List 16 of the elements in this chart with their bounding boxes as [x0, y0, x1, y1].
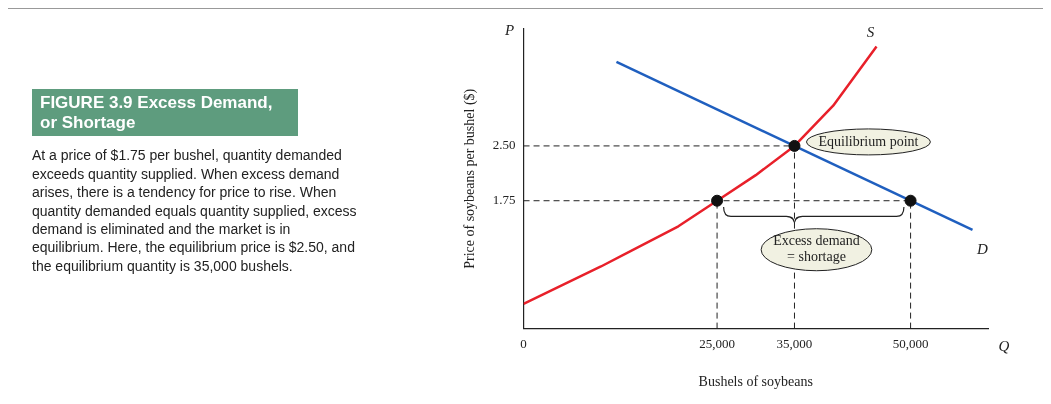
annotation: Equilibrium point: [818, 133, 919, 149]
x-tick-label: 25,000: [699, 335, 735, 351]
x-axis-title: Bushels of soybeans: [698, 374, 813, 390]
text: P: [503, 22, 515, 38]
y-axis-title: Price of soybeans per bushel ($): [462, 88, 479, 269]
annotation: Excess demand = shortage: [773, 233, 860, 265]
series-label: D: [976, 240, 989, 257]
x-tick-label: 0: [520, 335, 527, 351]
text: Q: [998, 337, 1010, 354]
text: At a price of $1.75 per bushel, quantity demanded exceeds quantity supplied. When excess demand arises, there is a tendency for price to rise. When quantity demanded equals quantity supplied, excess demand is eliminated and the market is in equilibrium. Here, the equilibrium price is $2.50, and the equilibrium quantity is 35,000 bushels.: [32, 146, 358, 276]
text: FIGURE 3.9 Excess Demand, or Shortage: [32, 89, 298, 137]
x-tick-label: 35,000: [776, 335, 813, 351]
series-label: S: [866, 23, 875, 40]
y-tick-label: 2.50: [492, 137, 516, 153]
x-tick-label: 50,000: [892, 335, 929, 351]
y-tick-label: 1.75: [492, 192, 516, 208]
